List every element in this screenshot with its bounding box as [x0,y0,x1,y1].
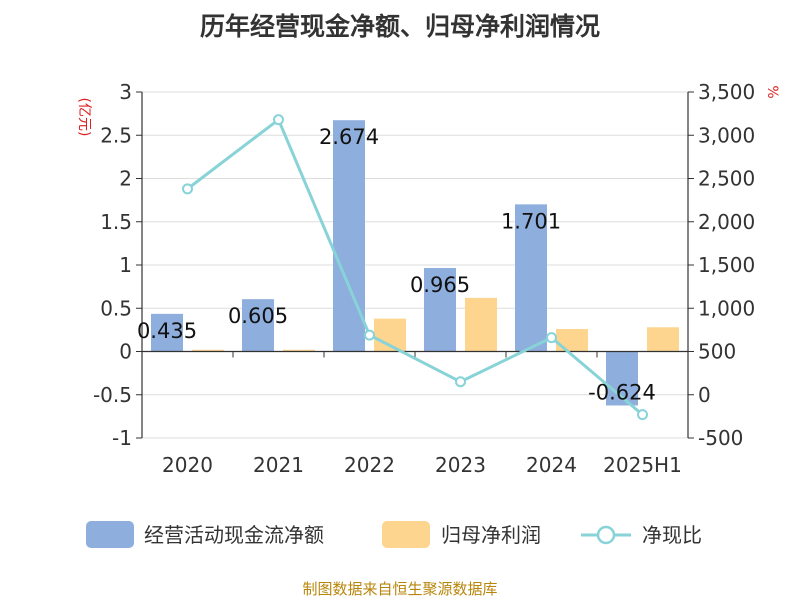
legend-item-net-profit[interactable]: 归母净利润 [382,521,541,548]
data-labels: 0.435 0.605 2.674 0.965 1.701 -0.624 [137,125,656,404]
x-tick-label: 2025H1 [603,453,682,477]
legend[interactable]: 经营活动现金流净额 归母净利润 净现比 [86,521,702,548]
left-tick-label: 1.5 [100,210,132,234]
bar-cash-flow [242,299,274,352]
legend-label-net-profit: 归母净利润 [441,523,541,547]
x-tick-label: 2020 [162,453,213,477]
point-ratio [273,114,284,126]
data-label-cash-flow: 2.674 [319,125,379,149]
axes: 3 2.5 2 1.5 1 0.5 0 -0.5 -1 3,500 3,000 2,500 2,000 1… [93,80,755,477]
left-tick-label: 0 [119,340,132,364]
point-ratio [637,409,648,421]
x-tick-label: 2023 [435,453,486,477]
x-tick-label: 2021 [253,453,304,477]
right-tick-label: 3,500 [698,80,755,104]
right-tick-label: 3,000 [698,123,755,147]
left-axis-unit: (亿元) [76,98,92,137]
left-tick-label: 3 [119,80,132,104]
right-tick-label: 2,000 [698,210,755,234]
legend-marker-ratio [596,525,616,545]
data-label-cash-flow: -0.624 [588,380,656,404]
left-tick-label: -0.5 [93,383,132,407]
left-tick-label: 1 [119,253,132,277]
legend-swatch-cash-flow [86,521,134,548]
bar-net-profit [192,349,224,352]
data-label-cash-flow: 0.605 [228,304,288,328]
bar-layer [151,120,679,406]
right-tick-label: 500 [698,340,736,364]
bar-cash-flow [515,204,547,352]
legend-item-ratio[interactable]: 净现比 [581,523,702,547]
legend-item-cash-flow[interactable]: 经营活动现金流净额 [86,521,324,548]
right-tick-label: 1,500 [698,253,755,277]
right-tick-label: 1,000 [698,296,755,320]
data-label-cash-flow: 1.701 [501,209,561,233]
line-ratio [186,117,644,416]
right-tick-label: 2,500 [698,167,755,191]
right-tick-label: -500 [698,426,743,450]
data-label-cash-flow: 0.965 [410,273,470,297]
bar-net-profit [556,329,588,352]
left-tick-label: -1 [112,426,132,450]
bar-cash-flow [151,313,183,352]
data-label-cash-flow: 0.435 [137,319,197,343]
chart-title: 历年经营现金净额、归母净利润情况 [200,12,600,41]
x-tick-label: 2024 [526,453,577,477]
x-tick-label: 2022 [344,453,395,477]
line-layer [182,114,648,421]
bar-net-profit [465,297,497,352]
right-axis-unit: % [764,85,780,98]
left-tick-label: 0.5 [100,296,132,320]
bar-net-profit [283,349,315,352]
bar-cash-flow [424,268,456,352]
legend-label-ratio: 净现比 [642,523,702,547]
point-ratio [455,376,466,388]
point-ratio [182,183,193,195]
point-ratio [364,329,375,341]
source-note: 制图数据来自恒生聚源数据库 [302,580,497,598]
point-ratio [546,332,557,344]
left-tick-label: 2.5 [100,123,132,147]
bar-net-profit [647,327,679,352]
left-tick-label: 2 [119,167,132,191]
legend-swatch-net-profit [382,521,430,548]
legend-label-cash-flow: 经营活动现金流净额 [144,523,324,547]
right-tick-label: 0 [698,383,711,407]
